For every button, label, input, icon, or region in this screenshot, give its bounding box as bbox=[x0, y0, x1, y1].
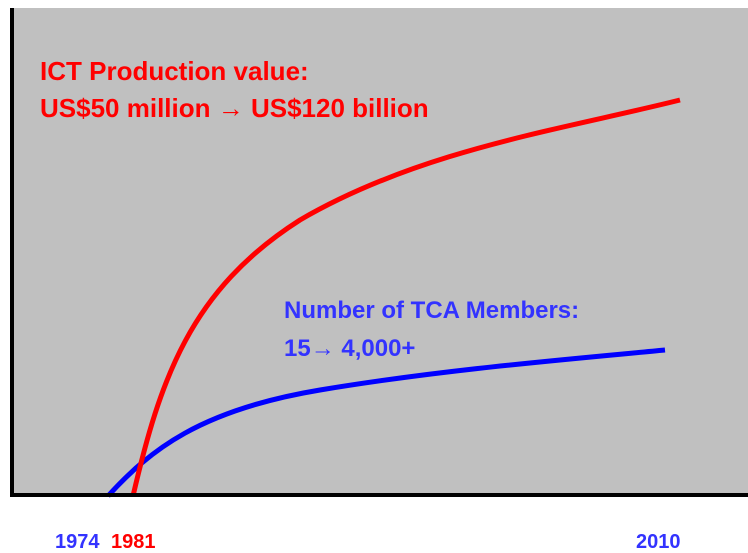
members-curve bbox=[106, 347, 666, 498]
production-range: US$50 million → US$120 billion bbox=[40, 93, 429, 123]
year-label: 2010 bbox=[636, 531, 681, 553]
year-label: 1974 bbox=[55, 531, 100, 553]
production-title: ICT Production value: bbox=[40, 56, 309, 86]
members-title: Number of TCA Members: bbox=[284, 297, 579, 324]
year-label: 1981 bbox=[111, 531, 156, 553]
plot-background bbox=[12, 8, 748, 495]
production-curve bbox=[130, 97, 681, 497]
members-range: 15→ 4,000+ bbox=[284, 335, 415, 362]
